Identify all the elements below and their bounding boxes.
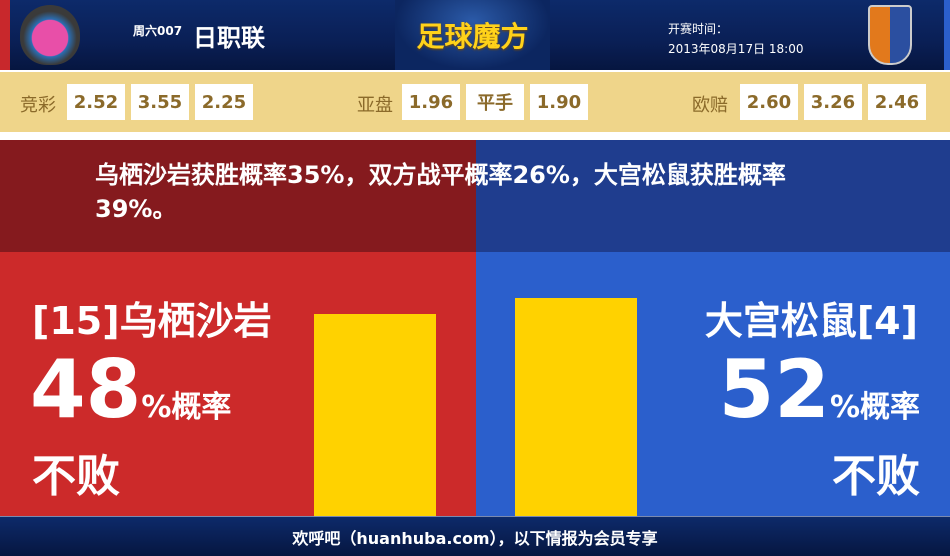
home-percent: 48%概率: [30, 345, 231, 453]
odds-value: 2.60: [740, 84, 798, 120]
away-pct-suffix: %概率: [829, 390, 920, 425]
odds-value: 1.90: [530, 84, 588, 120]
jingcai-label: 竞彩: [20, 95, 56, 116]
footer-banner[interactable]: 欢呼吧（huanhuba.com），以下情报为会员专享: [0, 516, 950, 556]
away-pct-value: 52: [718, 343, 830, 436]
match-header: 周六007 日职联 足球魔方 开赛时间： 2013年08月17日 18:00: [0, 0, 950, 70]
away-probability-bar: [515, 297, 637, 516]
probability-summary: 乌栖沙岩获胜概率35%，双方战平概率26%，大宫松鼠获胜概率39%。: [95, 161, 786, 223]
home-unbeaten-label: 不败: [32, 451, 120, 502]
odds-value: 3.26: [804, 84, 862, 120]
home-team-name: [15]乌栖沙岩: [32, 299, 272, 343]
home-color-strip: [0, 0, 10, 70]
odds-bar: 竞彩 2.52 3.55 2.25 亚盘 1.96 平手 1.90 欧赔 2.6…: [0, 72, 950, 132]
summary-bg-home: [0, 140, 476, 252]
away-percent: 52%概率: [719, 345, 920, 453]
odds-value: 3.55: [131, 84, 189, 120]
home-probability-bar: [314, 314, 436, 516]
home-team-logo: [20, 5, 80, 65]
away-unbeaten-label: 不败: [832, 451, 920, 502]
away-team-name: 大宫松鼠[4]: [704, 299, 918, 343]
odds-value: 平手: [466, 84, 524, 120]
euro-label: 欧赔: [692, 95, 728, 116]
summary-bg-away: [476, 140, 950, 252]
home-pct-value: 48: [30, 343, 142, 436]
odds-value: 1.96: [402, 84, 460, 120]
away-color-strip: [944, 0, 950, 70]
odds-value: 2.46: [868, 84, 926, 120]
brand-logo: 足球魔方: [395, 0, 550, 70]
league-name: 日职联: [193, 24, 265, 52]
odds-value: 2.25: [195, 84, 253, 120]
kickoff-label: 开赛时间：: [668, 22, 729, 36]
odds-value: 2.52: [67, 84, 125, 120]
asian-label: 亚盘: [357, 95, 393, 116]
match-day: 周六007: [133, 24, 183, 38]
away-team-logo: [868, 5, 912, 65]
home-pct-suffix: %概率: [141, 390, 232, 425]
kickoff-time: 2013年08月17日 18:00: [668, 42, 804, 56]
